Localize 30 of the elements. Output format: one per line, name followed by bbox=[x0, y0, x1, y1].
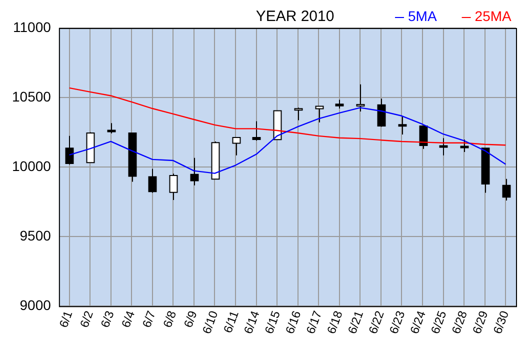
x-tick-label: 6/8 bbox=[160, 308, 180, 330]
x-tick-label: 6/21 bbox=[344, 308, 366, 336]
x-tick-label: 6/17 bbox=[303, 308, 325, 336]
x-tick-label: 6/28 bbox=[448, 308, 470, 336]
x-tick-label: 6/15 bbox=[262, 308, 284, 336]
x-tick-label: 6/18 bbox=[324, 308, 346, 336]
x-tick-label: 6/1 bbox=[56, 308, 76, 330]
x-tick-label: 6/29 bbox=[470, 308, 491, 336]
x-tick-label: 6/22 bbox=[366, 308, 387, 336]
legend-label: 5MA bbox=[408, 8, 438, 24]
x-tick-label: 6/30 bbox=[490, 308, 512, 336]
x-tick-label: 6/9 bbox=[181, 308, 200, 330]
x-tick-label: 6/4 bbox=[118, 308, 138, 330]
x-tick-label: 6/24 bbox=[407, 308, 429, 336]
y-tick-label: 9000 bbox=[20, 296, 52, 313]
y-tick-label: 11000 bbox=[13, 18, 52, 35]
x-tick-label: 6/7 bbox=[139, 308, 158, 330]
x-tick-label: 6/16 bbox=[282, 308, 304, 336]
legend-label: 25MA bbox=[474, 8, 512, 24]
y-tick-label: 10500 bbox=[12, 88, 52, 104]
x-tick-label: 6/23 bbox=[386, 308, 408, 336]
x-tick-label: 6/25 bbox=[428, 308, 450, 336]
x-tick-label: 6/11 bbox=[220, 308, 242, 335]
x-tick-label: 6/3 bbox=[98, 308, 117, 330]
x-tick-label: 6/10 bbox=[200, 308, 221, 336]
chart-title: YEAR 2010 bbox=[256, 8, 334, 26]
y-tick-label: 9500 bbox=[20, 227, 52, 244]
y-tick-label: 10000 bbox=[12, 158, 52, 174]
x-tick-label: 6/14 bbox=[241, 308, 262, 336]
x-tick-label: 6/2 bbox=[77, 308, 96, 330]
